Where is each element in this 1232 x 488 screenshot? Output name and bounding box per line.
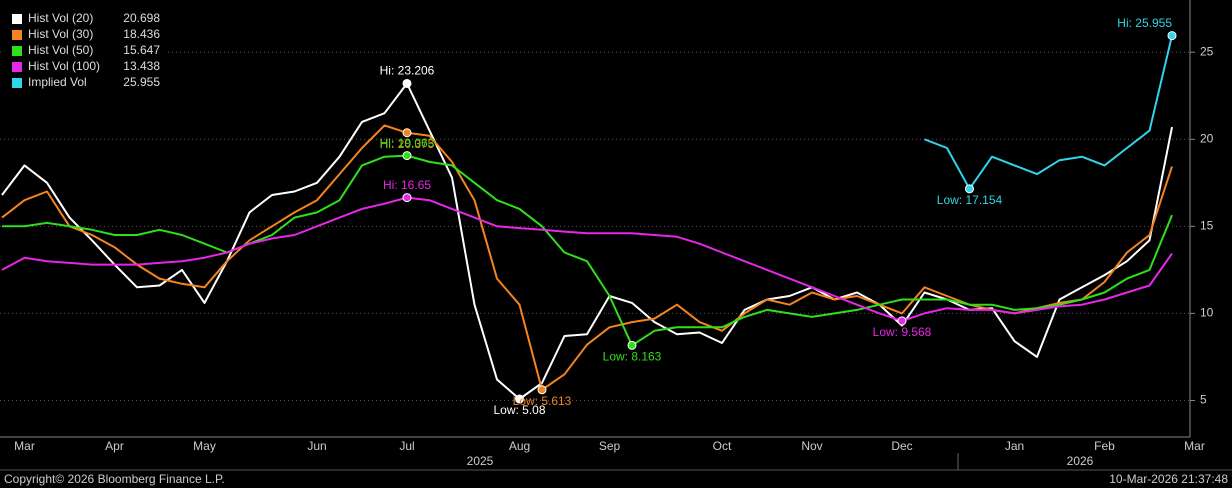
legend-label: Implied Vol [28,75,87,89]
timestamp: 10-Mar-2026 21:37:48 [1109,472,1228,486]
extreme-marker [402,193,412,203]
series-line [1,196,1173,322]
extreme-marker [1167,31,1177,41]
extreme-label: Low: 5.08 [493,403,545,417]
extreme-marker [897,316,907,326]
legend-swatch [12,46,22,56]
extreme-label: Hi: 25.955 [1117,16,1172,30]
x-tick-label: Mar [1184,439,1205,453]
plot-area: 5 10 15 20 25 Mar Apr May Jun Jul Aug Sep Oct Nov Dec J… [0,16,1214,453]
legend-label: Hist Vol (20) [28,11,93,25]
legend-value: 25.955 [123,75,160,89]
legend-value: 15.647 [123,43,160,57]
year-label: 2026 [1067,454,1094,468]
series-line [2,154,1173,347]
copyright: Copyright© 2026 Bloomberg Finance L.P. [4,472,225,486]
extreme-marker [515,394,524,404]
extreme-marker [627,340,637,350]
x-tick-label: Feb [1094,439,1115,453]
x-tick-label: Apr [105,439,124,453]
legend-value: 13.438 [123,59,160,73]
legend-value: 20.698 [123,11,160,25]
extreme-label: Hi: 23.206 [380,64,435,78]
extreme-marker [537,385,547,395]
x-tick-label: Dec [891,439,912,453]
y-tick-label: 5 [1200,393,1207,407]
extreme-label: Low: 9.568 [873,325,932,339]
legend-swatch [12,30,22,40]
extreme-marker [965,184,974,194]
x-tick-label: May [193,439,216,453]
legend: Hist Vol (20) 20.698 Hist Vol (30) 18.436 Hi… [4,6,166,94]
extreme-label: Hi: 19.063 [380,136,435,150]
x-tick-label: Mar [14,439,35,453]
legend-swatch [12,78,22,88]
y-tick-label: 25 [1200,44,1214,58]
extreme-label: Hi: 16.65 [383,178,431,192]
x-tick-label: Nov [801,439,822,453]
extreme-marker [402,128,412,138]
series-line [924,35,1173,190]
extreme-label: Low: 8.163 [603,350,662,364]
x-tick-label: Oct [713,439,732,453]
legend-label: Hist Vol (50) [28,43,93,57]
legend-label: Hist Vol (100) [28,59,100,73]
legend-value: 18.436 [123,27,160,41]
extreme-label: Low: 5.613 [513,394,572,408]
extreme-marker [402,78,412,88]
x-tick-label: Sep [599,439,621,453]
legend-background [4,6,166,94]
extreme-label: Low: 17.154 [937,193,1003,207]
series-line [1,124,1173,391]
extreme-label: Hi: 20.375 [380,137,435,151]
y-tick-label: 20 [1200,131,1214,145]
x-tick-label: Jun [307,439,326,453]
x-tick-label: Aug [509,439,530,453]
y-tick-label: 15 [1200,219,1214,233]
legend-label: Hist Vol (30) [28,27,93,41]
y-tick-label: 10 [1200,306,1214,320]
legend-swatch [12,14,22,24]
x-tick-label: Jul [399,439,414,453]
legend-swatch [12,62,22,72]
x-tick-label: Jan [1005,439,1024,453]
year-label: 2025 [467,454,494,468]
extreme-marker [402,151,412,161]
